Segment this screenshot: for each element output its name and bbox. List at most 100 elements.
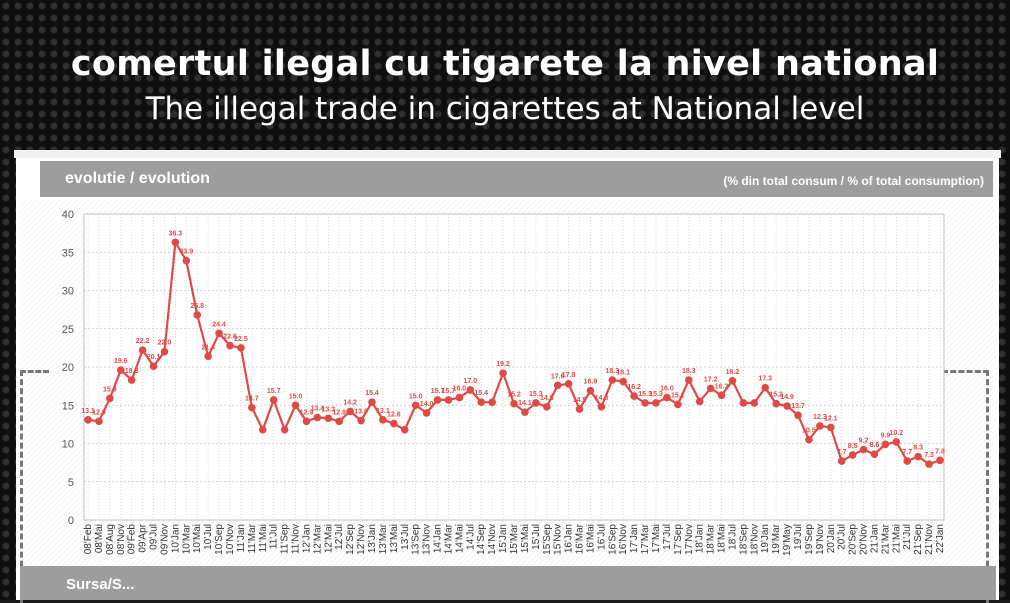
data-label: 17.6 <box>551 373 565 380</box>
data-label: 8.3 <box>913 445 923 452</box>
data-label: 12.9 <box>332 409 346 416</box>
data-label: 14.8 <box>540 395 554 402</box>
data-point <box>914 452 922 461</box>
x-tick-label: 11'Jul <box>269 524 280 549</box>
x-tick-label: 16'Jan <box>564 524 575 553</box>
x-tick-label: 12'Sep <box>345 524 356 555</box>
data-point <box>641 399 649 407</box>
data-point <box>346 407 354 416</box>
data-label: 19.2 <box>496 361 510 368</box>
data-label: 9.2 <box>859 438 869 445</box>
data-label: 16.0 <box>660 386 674 393</box>
data-label: 18.1 <box>616 370 630 377</box>
data-point <box>149 362 158 371</box>
data-point <box>84 415 92 424</box>
paper-torn-edge <box>14 150 1001 158</box>
y-tick-label: 25 <box>62 324 74 336</box>
dashed-frame-right <box>942 370 989 603</box>
x-tick-label: 13'Jan <box>367 524 378 553</box>
x-tick-label: 21'Mai <box>891 524 902 553</box>
x-tick-label: 11'Sep <box>280 524 291 555</box>
data-label: 13.1 <box>81 408 95 415</box>
x-tick-label: 18'Mai <box>717 524 728 553</box>
x-tick-label: 21'Mar <box>880 523 891 554</box>
x-tick-label: 08'Nov <box>116 524 127 555</box>
data-label: 13.3 <box>321 406 335 413</box>
x-tick-label: 14'Mar <box>443 523 454 554</box>
data-label: 8.6 <box>870 442 880 449</box>
x-tick-label: 17'Jul <box>662 524 673 550</box>
x-tick-label: 08'Aug <box>105 524 116 555</box>
data-label: 18.2 <box>726 369 740 376</box>
data-label: 15.0 <box>409 393 423 400</box>
data-point <box>739 399 748 407</box>
data-label: 17.0 <box>463 378 477 385</box>
x-tick-label: 19'Nov <box>815 524 826 555</box>
x-tick-label: 16'Mai <box>585 524 596 553</box>
data-label: 12.9 <box>300 409 314 416</box>
panel-header <box>40 161 993 197</box>
data-label: 15.7 <box>442 388 456 395</box>
data-point <box>936 456 944 465</box>
data-point <box>663 393 671 402</box>
x-tick-label: 13'Nov <box>422 524 433 555</box>
data-label: 13.1 <box>376 408 390 415</box>
data-label: 22.8 <box>223 334 237 341</box>
data-point <box>684 376 693 384</box>
data-point <box>575 405 584 413</box>
data-point <box>630 392 638 400</box>
data-label: 20.1 <box>147 354 161 361</box>
data-label: 12.3 <box>813 414 827 421</box>
footer-band <box>20 566 996 600</box>
data-label: 16.0 <box>453 386 467 393</box>
data-label: 36.3 <box>169 230 183 237</box>
data-point <box>193 311 202 319</box>
data-point <box>892 438 901 446</box>
x-tick-label: 18'Mar <box>706 523 717 554</box>
data-label: 17.3 <box>758 376 772 383</box>
x-tick-label: 11'Mar <box>247 523 258 553</box>
x-tick-label: 12'Mar <box>312 523 323 554</box>
data-label: 16.2 <box>627 384 641 391</box>
page-subtitle: The illegal trade in cigarettes at Natio… <box>145 91 865 127</box>
data-point <box>390 419 398 428</box>
data-point <box>258 425 267 434</box>
data-label: 15.0 <box>289 393 303 400</box>
data-point <box>160 347 169 356</box>
x-tick-label: 13'Jul <box>400 524 411 550</box>
data-label: 15.3 <box>529 391 543 398</box>
x-tick-label: 12'Jul <box>334 524 345 550</box>
data-point <box>368 398 376 406</box>
data-point <box>171 238 180 247</box>
x-tick-label: 10'Sep <box>214 524 225 555</box>
x-tick-label: 10'Jan <box>170 524 181 553</box>
x-tick-label: 10'Mai <box>192 524 203 553</box>
data-point <box>826 423 835 432</box>
data-label: 22.5 <box>234 336 248 343</box>
x-tick-label: 09'Apr <box>138 523 149 552</box>
dashed-frame-left <box>20 370 49 603</box>
x-tick-label: 20'Sep <box>848 524 859 555</box>
data-label: 7.7 <box>902 449 912 456</box>
data-point <box>127 376 136 384</box>
data-label: 26.8 <box>190 303 204 310</box>
data-point <box>564 380 573 388</box>
x-tick-label: 20'Jul <box>837 524 848 550</box>
x-tick-label: 22'Jan <box>935 524 946 553</box>
data-label: 9.9 <box>881 432 891 439</box>
data-point <box>138 346 147 354</box>
x-tick-label: 13'Mai <box>389 524 400 553</box>
data-label: 13.7 <box>791 403 805 410</box>
data-label: 10.5 <box>802 428 816 435</box>
data-label: 14.0 <box>420 401 434 408</box>
x-tick-label: 14'Jan <box>433 524 444 553</box>
x-tick-label: 21'Sep <box>913 524 924 555</box>
data-label: 15.7 <box>267 388 281 395</box>
data-point <box>204 352 212 361</box>
data-label: 7.7 <box>837 449 847 456</box>
x-tick-label: 09'Jul <box>149 524 160 550</box>
data-label: 15.4 <box>474 390 488 397</box>
x-tick-label: 16'Jul <box>596 524 607 550</box>
x-tick-label: 19'Jul <box>793 524 804 550</box>
data-point <box>400 425 409 434</box>
